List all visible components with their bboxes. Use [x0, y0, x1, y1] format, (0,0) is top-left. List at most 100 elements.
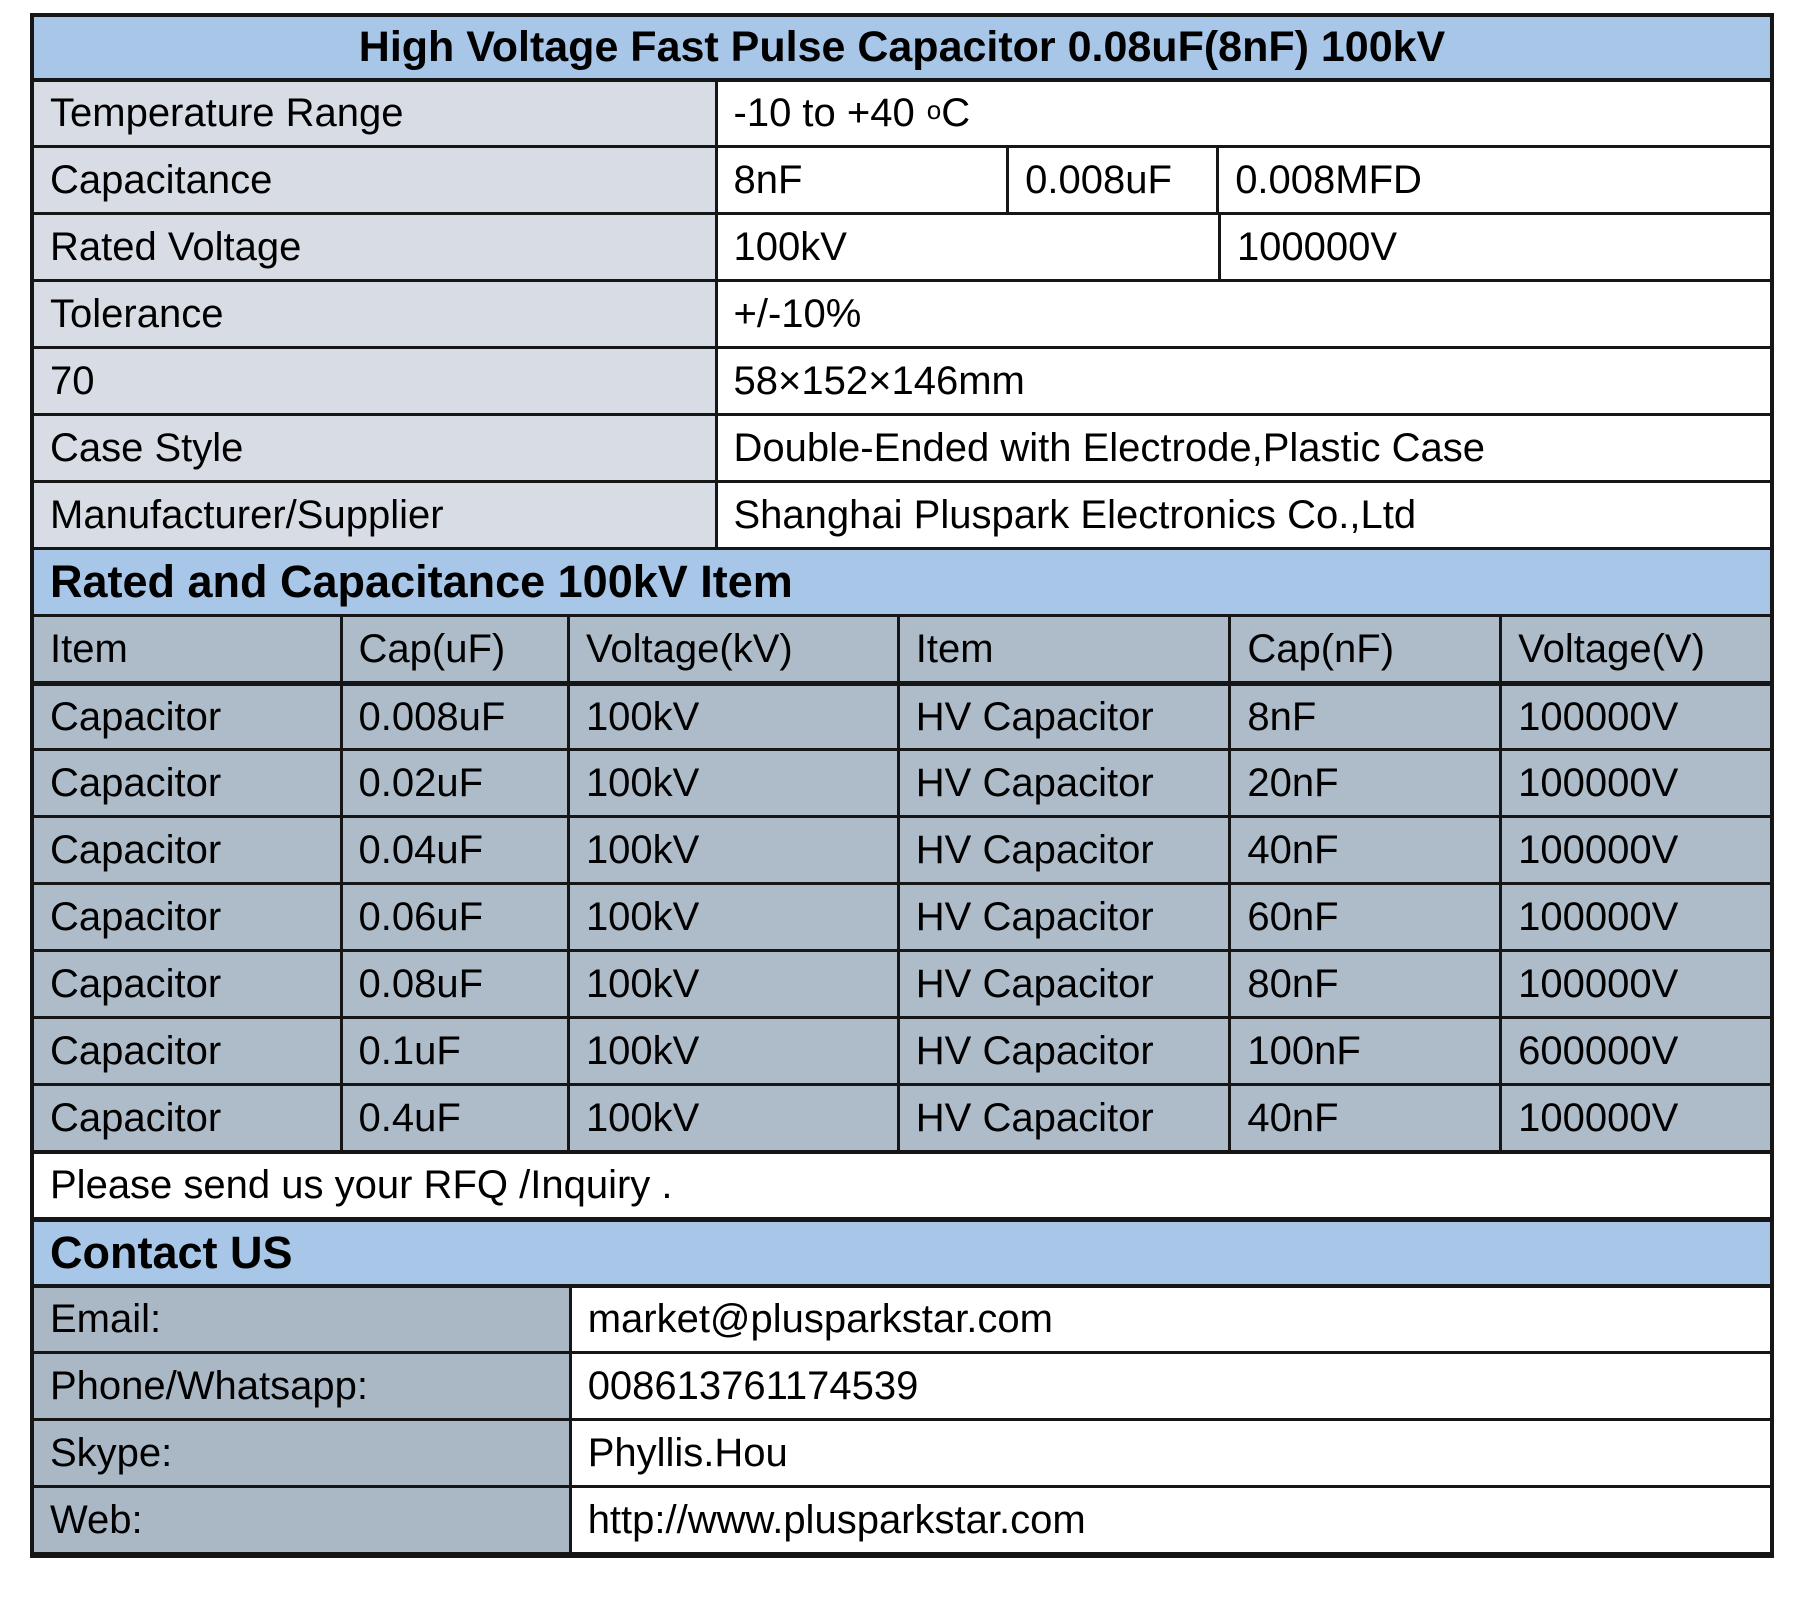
table-cell: 100kV: [566, 818, 897, 882]
spec-value: Double-Ended with Electrode,Plastic Case: [714, 416, 1770, 480]
table-cell: 100kV: [566, 1086, 897, 1150]
page-title: High Voltage Fast Pulse Capacitor 0.08uF…: [358, 23, 1446, 71]
spec-row-tolerance: Tolerance +/-10%: [34, 279, 1770, 346]
table-row: Capacitor 0.02uF 100kV HV Capacitor 20nF…: [34, 748, 1770, 815]
contact-section-title: Contact US: [50, 1227, 293, 1278]
table-cell: 20nF: [1228, 751, 1500, 815]
table-cell: 100000V: [1499, 1086, 1770, 1150]
contact-value: 008613761174539: [568, 1354, 1770, 1418]
table-cell: 40nF: [1228, 1086, 1500, 1150]
column-header: Cap(uF): [339, 617, 567, 681]
spec-label: Rated Voltage: [34, 215, 715, 279]
spec-label: Capacitance: [34, 148, 715, 212]
column-header: Item: [896, 617, 1229, 681]
spec-row-rated-voltage: Rated Voltage 100kV 100000V: [34, 212, 1770, 279]
table-cell: Capacitor: [34, 1086, 340, 1150]
table-row: Capacitor 0.06uF 100kV HV Capacitor 60nF…: [34, 882, 1770, 949]
spec-label: Case Style: [34, 416, 715, 480]
table-cell: 40nF: [1228, 818, 1500, 882]
table-cell: 0.02uF: [339, 751, 567, 815]
table-cell: HV Capacitor: [896, 686, 1229, 748]
spec-value: Shanghai Pluspark Electronics Co.,Ltd: [714, 483, 1770, 547]
table-cell: HV Capacitor: [896, 818, 1229, 882]
contact-label: Web:: [34, 1488, 569, 1552]
rfq-note: Please send us your RFQ /Inquiry .: [34, 1154, 1770, 1217]
column-header: Cap(nF): [1228, 617, 1500, 681]
table-cell: 100nF: [1228, 1019, 1500, 1083]
column-header: Voltage(kV): [566, 617, 897, 681]
column-header: Voltage(V): [1499, 617, 1770, 681]
spec-value: 0.008MFD: [1216, 148, 1770, 212]
table-cell: 0.1uF: [339, 1019, 567, 1083]
degree-superscript: o: [926, 95, 942, 125]
spec-sheet: High Voltage Fast Pulse Capacitor 0.08uF…: [30, 13, 1774, 1558]
spec-label: Manufacturer/Supplier: [34, 483, 715, 547]
spec-value: 0.008uF: [1006, 148, 1217, 212]
table-cell: HV Capacitor: [896, 751, 1229, 815]
table-cell: 100000V: [1499, 885, 1770, 949]
contact-value: http://www.plusparkstar.com: [568, 1488, 1770, 1552]
title-row: High Voltage Fast Pulse Capacitor 0.08uF…: [34, 17, 1770, 78]
rfq-note-row: Please send us your RFQ /Inquiry .: [34, 1150, 1770, 1217]
contact-row-web: Web: http://www.plusparkstar.com: [34, 1485, 1770, 1552]
spec-label: Temperature Range: [34, 82, 715, 145]
table-cell: 0.08uF: [339, 952, 567, 1016]
rated-section-title: Rated and Capacitance 100kV Item: [50, 556, 793, 607]
table-cell: HV Capacitor: [896, 952, 1229, 1016]
contact-section-header-row: Contact US: [34, 1217, 1770, 1284]
table-cell: 100kV: [566, 686, 897, 748]
table-cell: 8nF: [1228, 686, 1500, 748]
table-cell: 60nF: [1228, 885, 1500, 949]
table-cell: Capacitor: [34, 1019, 340, 1083]
spec-value: +/-10%: [714, 282, 1770, 346]
contact-label: Email:: [34, 1288, 569, 1351]
spec-label: Tolerance: [34, 282, 715, 346]
table-cell: 100000V: [1499, 686, 1770, 748]
table-cell: 100000V: [1499, 952, 1770, 1016]
spec-row-capacitance: Capacitance 8nF 0.008uF 0.008MFD: [34, 145, 1770, 212]
spec-row-dimension: 70 58×152×146mm: [34, 346, 1770, 413]
table-cell: 0.4uF: [339, 1086, 567, 1150]
table-cell: Capacitor: [34, 751, 340, 815]
spec-value: -10 to +40 o C: [714, 82, 1770, 145]
spec-value: 100000V: [1217, 215, 1770, 279]
table-cell: HV Capacitor: [896, 1019, 1229, 1083]
contact-value: Phyllis.Hou: [568, 1421, 1770, 1485]
table-cell: 100kV: [566, 1019, 897, 1083]
spec-row-manufacturer: Manufacturer/Supplier Shanghai Pluspark …: [34, 480, 1770, 547]
table-cell: 100000V: [1499, 818, 1770, 882]
table-row: Capacitor 0.08uF 100kV HV Capacitor 80nF…: [34, 949, 1770, 1016]
table-cell: HV Capacitor: [896, 1086, 1229, 1150]
contact-row-phone: Phone/Whatsapp: 008613761174539: [34, 1351, 1770, 1418]
table-cell: Capacitor: [34, 686, 340, 748]
contact-label: Skype:: [34, 1421, 569, 1485]
temperature-unit: C: [941, 91, 971, 135]
spec-value: 58×152×146mm: [714, 349, 1770, 413]
spec-value: 8nF: [714, 148, 1007, 212]
table-row: Capacitor 0.04uF 100kV HV Capacitor 40nF…: [34, 815, 1770, 882]
contact-row-skype: Skype: Phyllis.Hou: [34, 1418, 1770, 1485]
table-cell: 0.008uF: [339, 686, 567, 748]
table-cell: 100000V: [1499, 751, 1770, 815]
rated-section-header-row: Rated and Capacitance 100kV Item: [34, 547, 1770, 614]
table-cell: 600000V: [1499, 1019, 1770, 1083]
spec-row-temperature: Temperature Range -10 to +40 o C: [34, 78, 1770, 145]
table-cell: 0.06uF: [339, 885, 567, 949]
contact-value: market@plusparkstar.com: [568, 1288, 1770, 1351]
table-cell: 100kV: [566, 885, 897, 949]
contact-row-email: Email: market@plusparkstar.com: [34, 1284, 1770, 1351]
table-cell: HV Capacitor: [896, 885, 1229, 949]
table-cell: Capacitor: [34, 885, 340, 949]
table-cell: Capacitor: [34, 818, 340, 882]
temperature-value: -10 to +40: [733, 91, 915, 135]
table-cell: 80nF: [1228, 952, 1500, 1016]
spec-label: 70: [34, 349, 715, 413]
table-cell: 0.04uF: [339, 818, 567, 882]
spec-value: 100kV: [714, 215, 1218, 279]
table-row: Capacitor 0.4uF 100kV HV Capacitor 40nF …: [34, 1083, 1770, 1150]
table-row: Capacitor 0.008uF 100kV HV Capacitor 8nF…: [34, 681, 1770, 748]
table-cell: 100kV: [566, 952, 897, 1016]
table-row: Capacitor 0.1uF 100kV HV Capacitor 100nF…: [34, 1016, 1770, 1083]
column-header: Item: [34, 617, 340, 681]
spec-row-case-style: Case Style Double-Ended with Electrode,P…: [34, 413, 1770, 480]
